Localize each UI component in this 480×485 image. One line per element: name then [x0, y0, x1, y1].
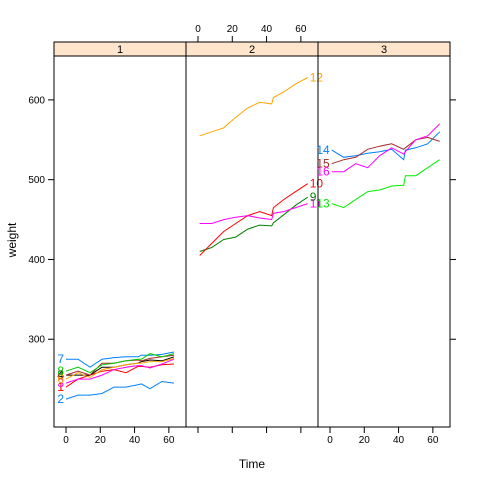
series-line-8	[65, 353, 175, 374]
series-line-13	[331, 159, 440, 209]
x-tick-label: 60	[295, 24, 307, 35]
series-label-4: 4	[57, 368, 64, 382]
series-label-12: 12	[310, 71, 324, 85]
series-label-1: 1	[57, 380, 64, 394]
y-tick-label: 600	[28, 95, 45, 106]
x-tick-label: 0	[195, 24, 201, 35]
series-line-9	[199, 196, 308, 252]
series-label-8: 8	[57, 364, 64, 378]
series-line-16	[331, 123, 441, 173]
series-label-16: 16	[316, 165, 330, 179]
series-label-15: 15	[316, 157, 330, 171]
series-label-6: 6	[57, 372, 64, 386]
series-line-12	[199, 77, 308, 137]
y-axis-label: weight	[5, 222, 19, 258]
y-tick-label: 400	[28, 255, 45, 266]
series-label-3: 3	[57, 376, 64, 390]
series-label-2: 2	[57, 392, 64, 406]
y-tick-label: 300	[28, 335, 45, 346]
series-line-10	[199, 183, 308, 256]
x-tick-label: 20	[95, 435, 107, 446]
x-tick-label: 60	[427, 435, 439, 446]
x-tick-label: 40	[393, 435, 405, 446]
x-axis-label: Time	[239, 457, 266, 471]
x-tick-label: 40	[261, 24, 273, 35]
x-tick-label: 20	[359, 435, 371, 446]
series-line-15	[331, 136, 440, 165]
panel-frame-3	[317, 55, 451, 428]
series-line-3	[65, 358, 175, 384]
series-label-7: 7	[57, 352, 64, 366]
x-tick-label: 0	[63, 435, 69, 446]
strip-label-3: 3	[381, 44, 387, 56]
panel-frame-2	[185, 55, 319, 428]
x-tick-label: 40	[129, 435, 141, 446]
series-line-6	[65, 357, 175, 380]
series-label-5: 5	[57, 368, 64, 382]
series-line-2	[65, 380, 175, 400]
series-line-11	[199, 203, 308, 224]
series-label-13: 13	[316, 197, 330, 211]
strip-label-2: 2	[249, 44, 255, 56]
x-tick-label: 20	[227, 24, 239, 35]
series-label-9: 9	[310, 190, 317, 204]
y-tick-label: 500	[28, 175, 45, 186]
strip-label-1: 1	[117, 44, 123, 56]
series-label-10: 10	[310, 177, 324, 191]
series-label-14: 14	[316, 143, 330, 157]
x-tick-label: 60	[163, 435, 175, 446]
series-label-11: 11	[310, 197, 323, 211]
x-tick-label: 0	[327, 435, 333, 446]
series-line-14	[331, 131, 441, 161]
